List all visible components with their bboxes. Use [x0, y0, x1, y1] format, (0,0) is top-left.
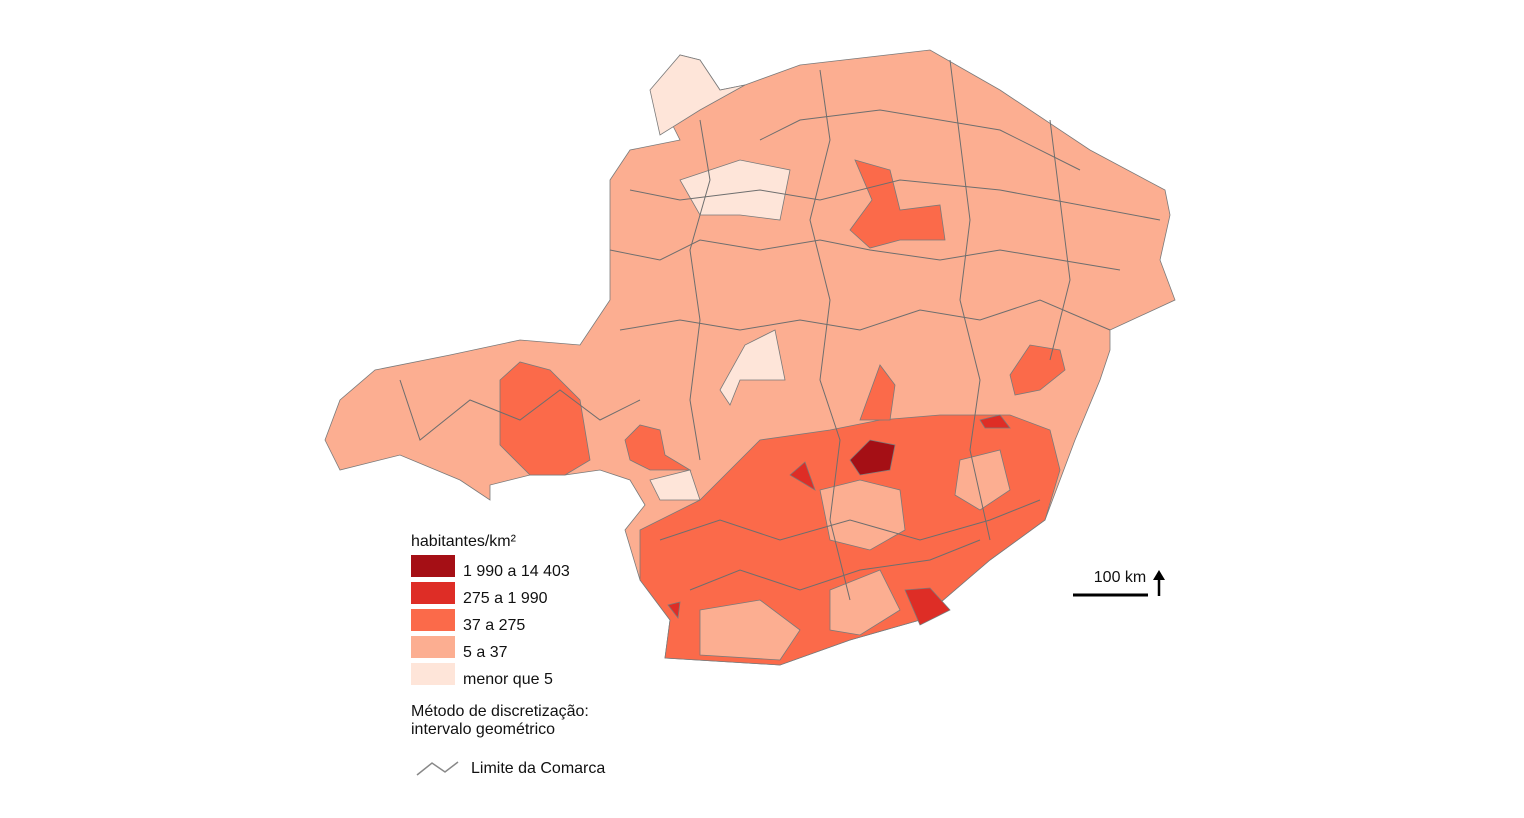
boundary-legend-symbol — [416, 761, 459, 776]
region-dense — [789, 461, 816, 491]
legend-label: 1 990 a 14 403 — [463, 563, 570, 580]
border — [949, 59, 991, 541]
border — [689, 539, 981, 591]
region-low — [649, 54, 746, 136]
scale-bar-label: 100 km — [1094, 569, 1146, 586]
map-regions — [324, 49, 1176, 666]
border — [399, 379, 641, 441]
legend-swatch — [411, 636, 455, 658]
north-arrow-head — [1153, 570, 1165, 580]
legend-label: 5 a 37 — [463, 644, 508, 661]
region-west — [624, 424, 692, 471]
legend-swatch — [411, 555, 455, 577]
region-patch — [819, 479, 906, 551]
legend-swatch — [411, 663, 455, 685]
region-low — [719, 329, 786, 406]
region-capital — [849, 439, 896, 476]
region-dense — [904, 587, 951, 626]
legend-label: 37 a 275 — [463, 617, 525, 634]
method-text: intervalo geométrico — [411, 721, 555, 738]
legend: 1 990 a 14 403 275 a 1 990 37 a 275 5 a 37 m… — [411, 555, 570, 688]
legend-label: 275 a 1 990 — [463, 590, 548, 607]
region-patch — [699, 599, 801, 661]
region-triangulo — [499, 361, 591, 476]
border — [659, 499, 1041, 541]
legend-swatch — [411, 582, 455, 604]
boundary-legend-label: Limite da Comarca — [471, 760, 605, 777]
border — [809, 69, 851, 601]
region-dense — [667, 601, 681, 620]
legend-swatch — [411, 609, 455, 631]
border — [1049, 119, 1071, 361]
border — [629, 179, 1161, 221]
region-dense — [979, 414, 1011, 429]
border — [609, 239, 1121, 271]
legend-label: menor que 5 — [463, 671, 553, 688]
region-patch — [829, 569, 901, 636]
method-text: Método de discretização: — [411, 703, 589, 720]
legend-title: habitantes/km² — [411, 533, 517, 550]
region-east — [1009, 344, 1066, 396]
region-north — [849, 159, 946, 249]
border — [689, 119, 711, 461]
comarca-borders — [399, 59, 1161, 601]
region-patch — [954, 449, 1011, 511]
region-center — [859, 364, 896, 421]
region-low — [649, 469, 701, 501]
border — [759, 109, 1081, 171]
